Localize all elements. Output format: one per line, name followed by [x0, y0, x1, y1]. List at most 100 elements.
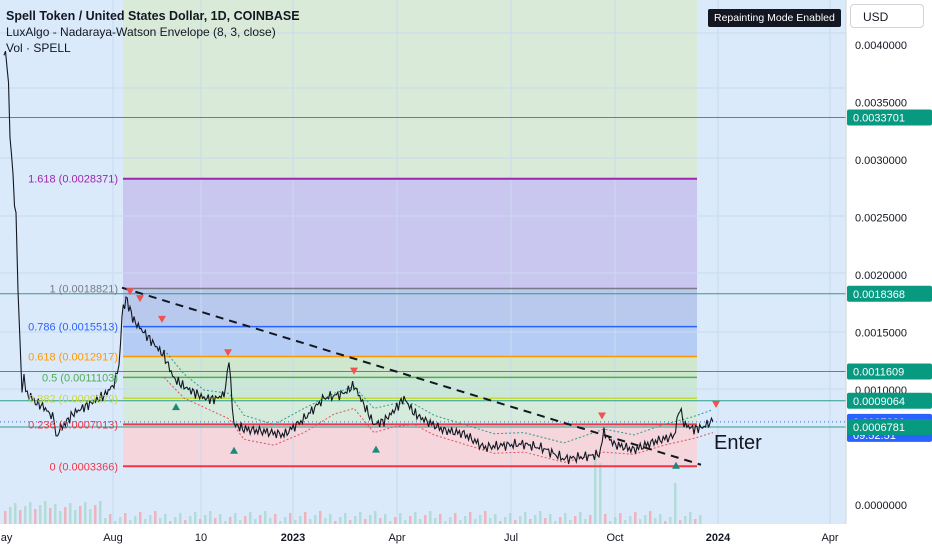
- volume-bar: [409, 516, 412, 524]
- fib-zone-1: [123, 288, 697, 327]
- price-tick: 0.0020000: [855, 270, 907, 282]
- volume-bar: [49, 508, 52, 524]
- envelope-lower: [163, 377, 714, 463]
- volume-bar: [424, 515, 427, 524]
- time-tick: Jul: [504, 532, 518, 544]
- volume-bar: [364, 519, 367, 524]
- volume-bar: [19, 510, 22, 524]
- envelope: [163, 349, 714, 463]
- volume-bar: [54, 504, 57, 524]
- currency-button[interactable]: USD: [850, 4, 924, 28]
- volume-bar: [399, 513, 402, 524]
- sell-marker: [598, 412, 606, 420]
- volume-label[interactable]: Vol · SPELL: [6, 41, 71, 55]
- volume-bar: [699, 515, 702, 524]
- volume-bar: [539, 511, 542, 524]
- volume-bar: [284, 517, 287, 524]
- volume-bar: [339, 517, 342, 524]
- volume-bar: [674, 483, 677, 524]
- volume-bar: [494, 514, 497, 524]
- volume-bar: [94, 505, 97, 524]
- envelope-upper: [163, 349, 714, 444]
- volume-bar: [394, 517, 397, 524]
- fib-label: 0.618 (0.0012917): [28, 351, 118, 363]
- volume-bar: [614, 517, 617, 524]
- volume-bar: [419, 519, 422, 524]
- volume-bar: [134, 516, 137, 524]
- fib-label: 0.5 (0.0011103): [42, 372, 118, 384]
- signal-markers: [126, 288, 720, 469]
- volume-bar: [69, 503, 72, 524]
- volume-bar: [484, 511, 487, 524]
- indicator-label[interactable]: LuxAlgo - Nadaraya-Watson Envelope (8, 3…: [6, 25, 276, 39]
- volume-bar: [644, 515, 647, 524]
- volume-bar: [574, 516, 577, 524]
- volume-bar: [469, 512, 472, 524]
- volume-bar: [584, 519, 587, 524]
- enter-annotation: Enter: [714, 432, 762, 454]
- volume-bar: [179, 513, 182, 524]
- volume-bar: [119, 517, 122, 524]
- time-axis[interactable]: May Aug 10 2023 Apr Jul Oct 2024 Apr: [0, 532, 839, 544]
- volume-bar: [534, 515, 537, 524]
- volume-bar: [349, 520, 352, 524]
- volume-bar: [14, 503, 17, 524]
- volume-bar: [579, 512, 582, 524]
- sell-marker: [712, 400, 720, 408]
- fib-zone-1618: [123, 178, 697, 289]
- volume-bar: [274, 514, 277, 524]
- volume-bar: [509, 513, 512, 524]
- volume-bar: [99, 501, 102, 524]
- volume-bar: [129, 520, 132, 524]
- volume-bar: [624, 520, 627, 524]
- volume-bar: [384, 514, 387, 524]
- repaint-badge: Repainting Mode Enabled: [708, 9, 841, 27]
- volume-bar: [9, 507, 12, 524]
- volume-bar: [689, 512, 692, 524]
- buy-marker: [230, 446, 238, 454]
- volume-bar: [59, 511, 62, 524]
- volume-bar: [334, 521, 337, 524]
- volume-bar: [289, 513, 292, 524]
- volume-bar: [79, 506, 82, 524]
- volume-bar: [599, 463, 602, 524]
- fib-labels: 1.618 (0.0028371) 1 (0.0018821) 0.786 (0.0…: [28, 174, 118, 474]
- volume-bar: [454, 513, 457, 524]
- volume-bar: [594, 456, 597, 524]
- volume-bar: [559, 517, 562, 524]
- volume-bar: [619, 513, 622, 524]
- time-tick: Apr: [821, 532, 838, 544]
- volume-bar: [239, 520, 242, 524]
- volume-bar: [589, 515, 592, 524]
- sell-marker: [126, 288, 134, 296]
- volume-bar: [314, 515, 317, 524]
- volume-bar: [189, 516, 192, 524]
- volume-bar: [184, 520, 187, 524]
- volume-bar: [234, 513, 237, 524]
- price-axis[interactable]: 0.0040000 0.0035000 0.0030000 0.0025000 0.00…: [845, 0, 932, 524]
- price-series: [3, 51, 714, 465]
- buy-marker: [672, 461, 680, 469]
- volume-bar: [154, 511, 157, 524]
- volume-bar: [414, 512, 417, 524]
- volume-bar: [529, 519, 532, 524]
- volume-bar: [204, 515, 207, 524]
- volume-bar: [654, 518, 657, 524]
- volume-bar: [219, 514, 222, 524]
- volume-bar: [694, 519, 697, 524]
- sell-marker: [158, 315, 166, 323]
- volume-bar: [544, 518, 547, 524]
- volume-bar: [34, 509, 37, 524]
- price-label: 0.0011609: [853, 366, 904, 378]
- volume-bar: [109, 514, 112, 524]
- volume-bar: [139, 512, 142, 524]
- volume-bar: [164, 514, 167, 524]
- volume-bar: [449, 517, 452, 524]
- volume-bar: [224, 521, 227, 524]
- volume-bar: [319, 511, 322, 524]
- price-label-box: [847, 392, 932, 409]
- volume-bar: [174, 517, 177, 524]
- volume-bar: [4, 511, 7, 524]
- volume-bar: [44, 501, 47, 524]
